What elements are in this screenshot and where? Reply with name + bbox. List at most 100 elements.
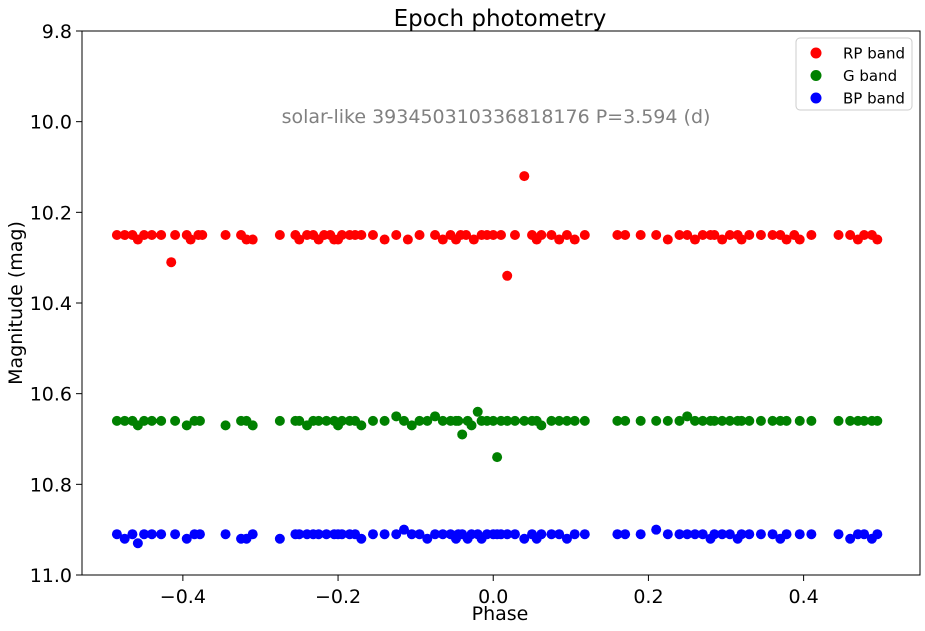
data-point (461, 230, 472, 240)
series-rp-band (111, 171, 883, 281)
data-point (717, 234, 728, 245)
data-point (536, 529, 547, 540)
data-point (697, 529, 708, 540)
data-point (767, 230, 778, 240)
data-point (872, 234, 883, 245)
data-point (379, 415, 390, 426)
legend-marker (810, 92, 822, 104)
data-point (391, 230, 402, 240)
data-point (502, 529, 513, 540)
data-point (356, 420, 367, 431)
data-point (651, 524, 662, 535)
data-point (744, 529, 755, 540)
legend-marker (810, 70, 822, 81)
data-point (794, 415, 805, 426)
y-tick-label: 10.0 (30, 112, 72, 134)
data-point (321, 415, 332, 426)
x-tick-label: 0.2 (633, 586, 663, 608)
data-point (682, 529, 693, 540)
star-annotation: solar-like 393450310336818176 P=3.594 (d… (282, 106, 711, 128)
data-point (488, 415, 499, 426)
data-point (391, 411, 402, 422)
data-point (111, 415, 122, 426)
data-point (519, 171, 530, 182)
data-point (336, 415, 347, 426)
data-point (274, 230, 285, 240)
legend-label: BP band (843, 90, 905, 108)
data-point (546, 230, 557, 240)
chart-title: Epoch photometry (394, 6, 607, 32)
data-point (697, 415, 708, 426)
data-point (119, 230, 130, 240)
data-point (367, 529, 378, 540)
data-point (437, 415, 448, 426)
data-point (294, 415, 305, 426)
data-point (468, 234, 479, 245)
data-point (379, 529, 390, 540)
data-point (181, 420, 192, 431)
legend-marker (810, 47, 822, 59)
data-point (781, 234, 792, 245)
data-point (509, 230, 520, 240)
data-point (872, 529, 883, 540)
legend-box (795, 37, 913, 111)
data-point (794, 234, 805, 245)
data-point (321, 529, 332, 540)
data-point (472, 406, 483, 417)
data-point (247, 529, 258, 540)
data-point (859, 415, 870, 426)
data-point (612, 529, 623, 540)
data-point (313, 529, 324, 540)
x-tick-label: −0.4 (160, 586, 206, 608)
data-point (146, 415, 157, 426)
data-point (859, 230, 870, 240)
data-point (546, 529, 557, 540)
data-point (620, 230, 631, 240)
data-point (546, 415, 557, 426)
series-g-band (111, 406, 883, 463)
x-tick-label: 0.0 (478, 586, 508, 608)
data-point (220, 420, 231, 431)
data-point (569, 234, 580, 245)
series-bp-band (111, 524, 883, 549)
y-axis-ticks: 9.8 10.0 10.2 10.4 10.6 10.8 11.0 (30, 21, 82, 587)
data-point (406, 420, 417, 431)
data-point (736, 234, 747, 245)
data-point (119, 533, 130, 544)
data-point (356, 533, 367, 544)
x-tick-label: 0.4 (789, 586, 819, 608)
x-axis-ticks: −0.4 −0.2 0.0 0.2 0.4 (160, 575, 819, 608)
data-point (709, 529, 720, 540)
data-point (437, 234, 448, 245)
data-point (724, 230, 735, 240)
data-point (662, 415, 673, 426)
data-point (755, 230, 766, 240)
data-point (724, 529, 735, 540)
data-point (399, 415, 410, 426)
data-point (674, 230, 685, 240)
data-point (197, 230, 208, 240)
data-point (717, 529, 728, 540)
data-point (185, 234, 196, 245)
data-point (536, 420, 547, 431)
data-point (502, 415, 513, 426)
data-point (689, 529, 700, 540)
data-point (367, 415, 378, 426)
data-point (146, 529, 157, 540)
data-point (579, 415, 590, 426)
data-point (111, 529, 122, 540)
data-point (274, 533, 285, 544)
data-point (709, 230, 720, 240)
data-point (132, 538, 143, 549)
data-point (367, 230, 378, 240)
data-point (519, 415, 530, 426)
data-point (139, 230, 150, 240)
data-points (111, 171, 883, 549)
data-point (356, 230, 367, 240)
data-point (755, 529, 766, 540)
data-point (709, 415, 720, 426)
data-point (166, 257, 177, 268)
data-point (612, 230, 623, 240)
data-point (620, 529, 631, 540)
